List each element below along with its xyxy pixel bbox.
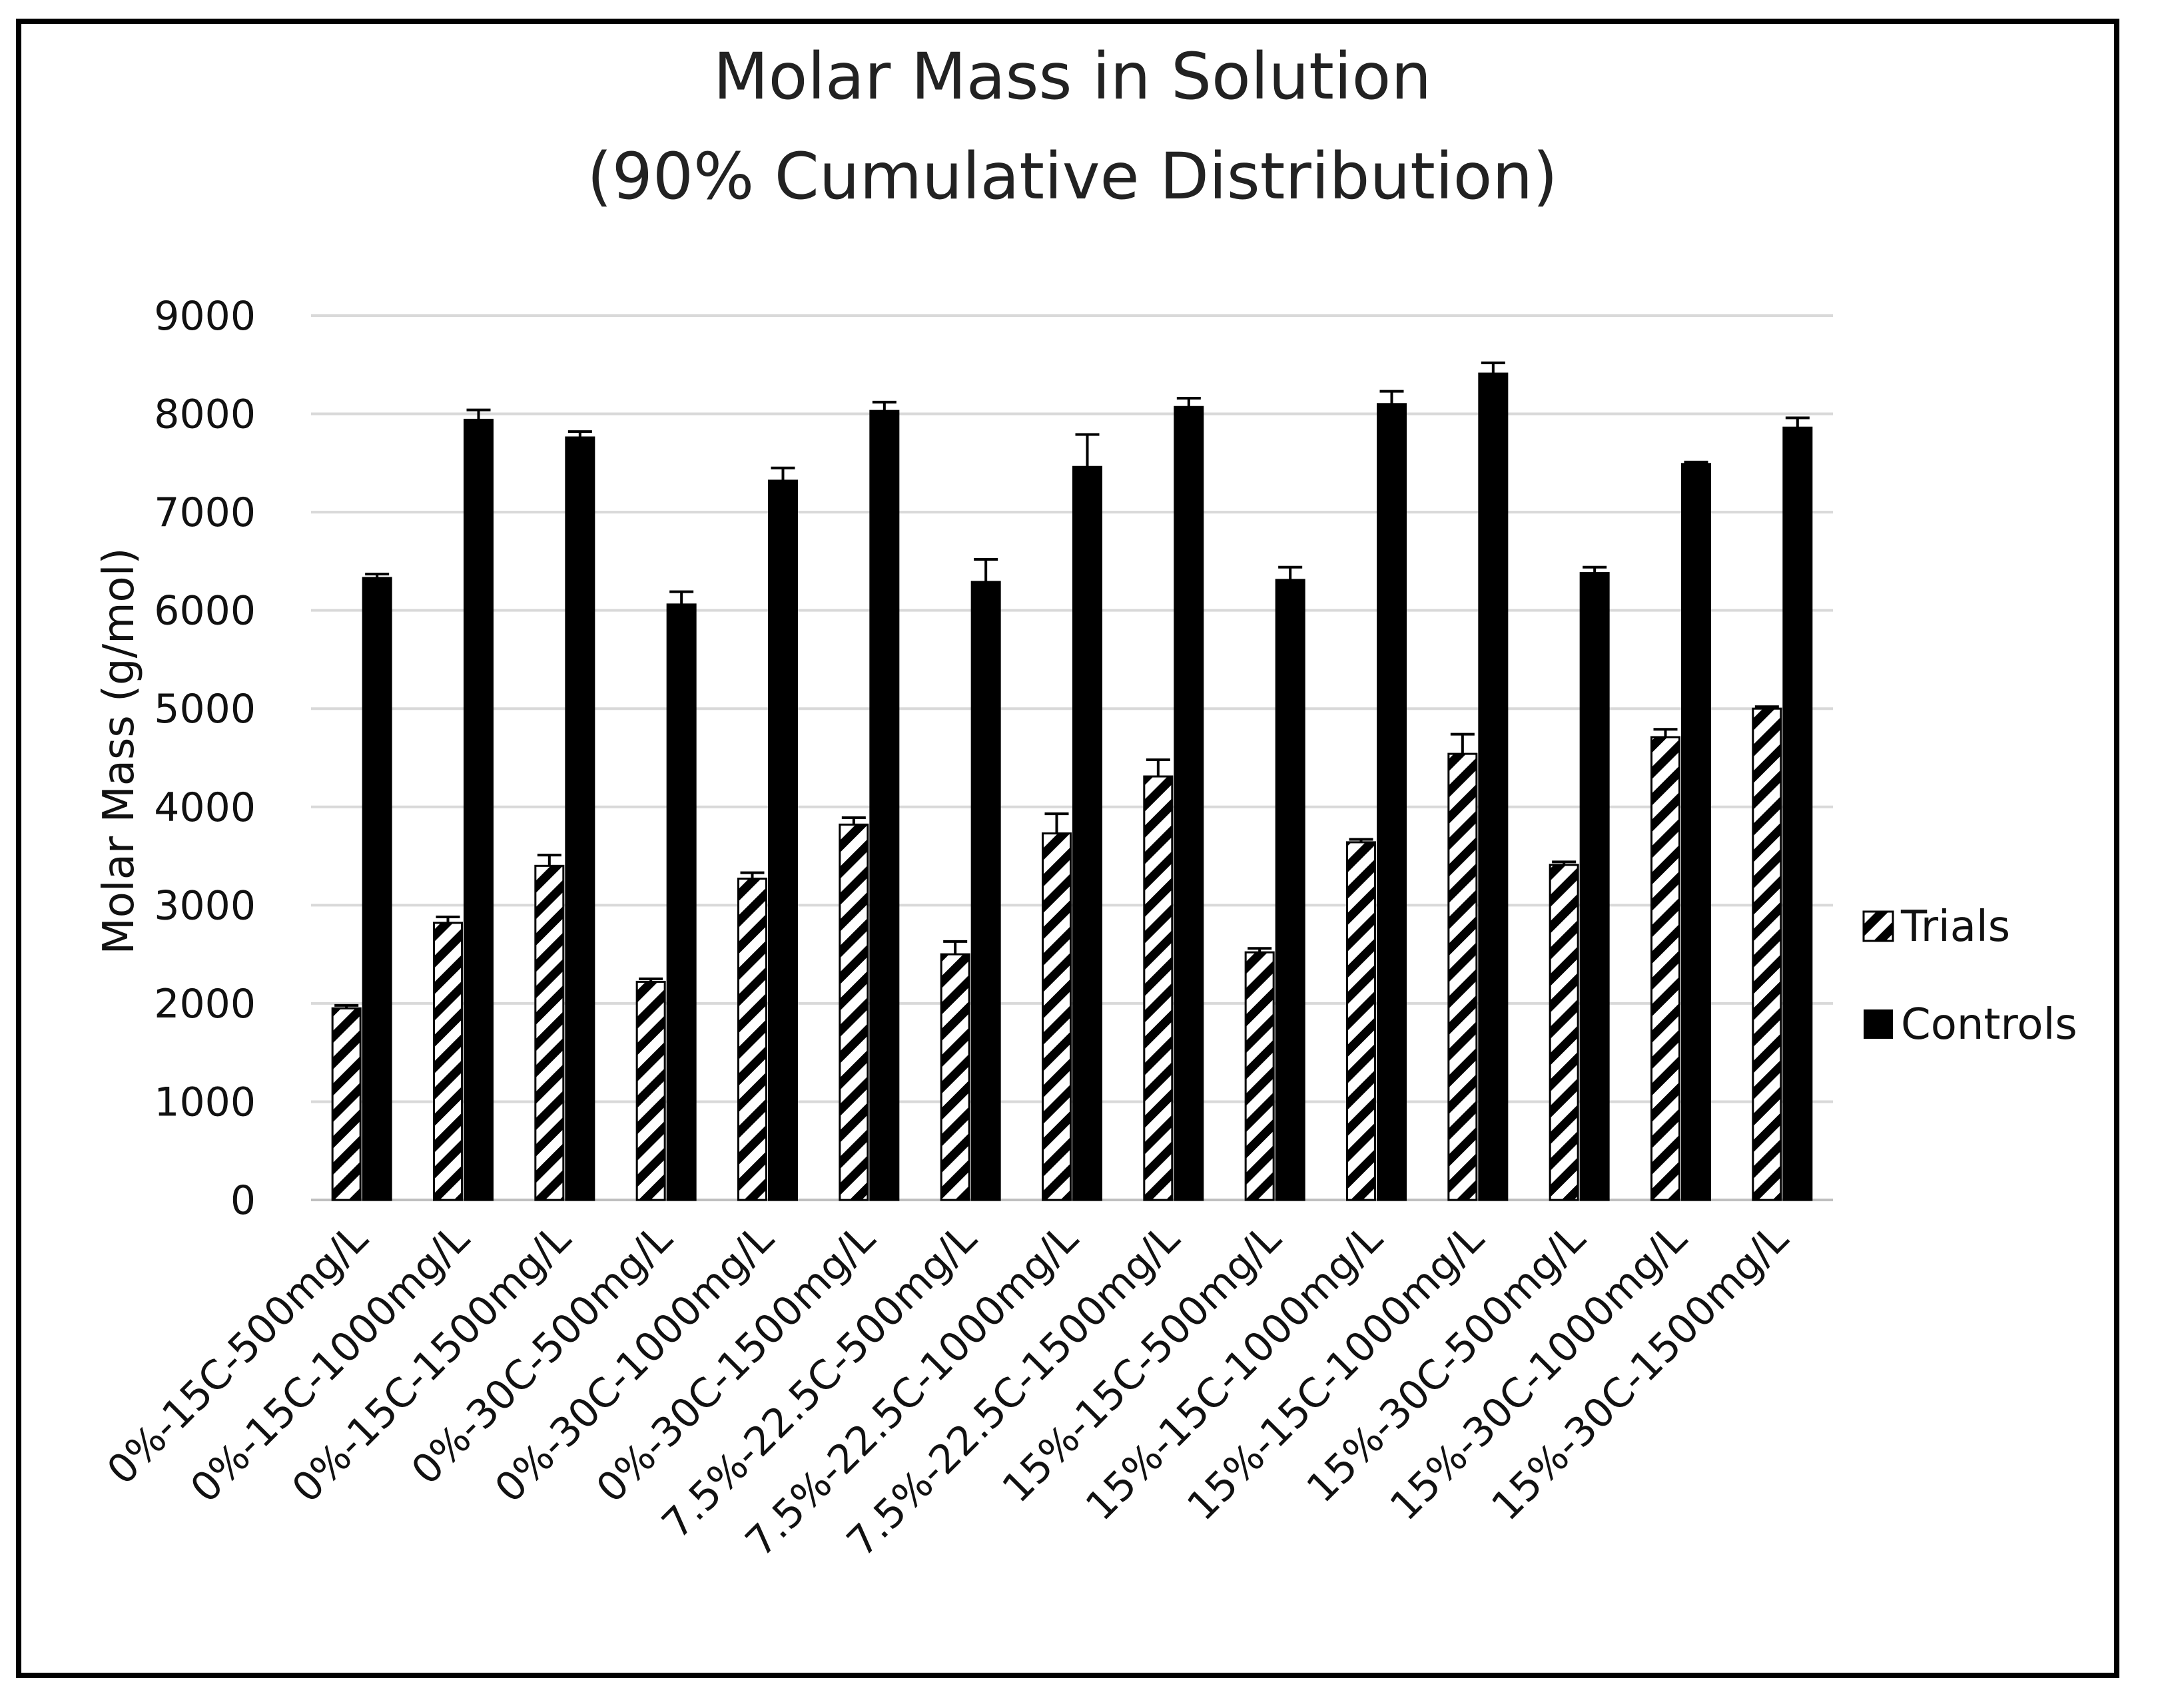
bar-trials bbox=[1346, 841, 1376, 1201]
y-tick-label: 2000 bbox=[154, 981, 256, 1027]
y-tick-label: 7000 bbox=[154, 489, 256, 536]
y-tick-label: 6000 bbox=[154, 588, 256, 635]
legend-label-trials: Trials bbox=[1900, 902, 2010, 952]
bar-controls bbox=[1275, 579, 1305, 1201]
bar-trials bbox=[1244, 951, 1275, 1201]
bar-controls bbox=[1782, 426, 1813, 1201]
legend: Trials Controls bbox=[1862, 902, 2077, 1049]
bar-trials bbox=[737, 877, 767, 1201]
bar-trials bbox=[1143, 775, 1174, 1201]
x-axis-categories: 0%-15C-500mg/L0%-15C-1000mg/L0%-15C-1500… bbox=[99, 1215, 1798, 1566]
legend-label-controls: Controls bbox=[1901, 1000, 2077, 1049]
y-tick-label: 1000 bbox=[154, 1079, 256, 1125]
bar-trials bbox=[635, 980, 666, 1201]
y-tick-label: 3000 bbox=[154, 882, 256, 929]
bar-controls bbox=[1579, 572, 1610, 1201]
y-tick-label: 4000 bbox=[154, 784, 256, 831]
bar-trials bbox=[433, 922, 463, 1201]
bar-trials bbox=[839, 823, 869, 1201]
bar-controls bbox=[565, 436, 595, 1201]
bar-controls bbox=[970, 581, 1001, 1201]
bar-trials bbox=[1650, 736, 1680, 1201]
bar-trials bbox=[1549, 864, 1579, 1201]
bars bbox=[331, 372, 1813, 1201]
y-tick-label: 0 bbox=[230, 1177, 256, 1224]
bar-controls bbox=[362, 577, 392, 1201]
bar-controls bbox=[1072, 465, 1102, 1201]
chart-subtitle: (90% Cumulative Distribution) bbox=[587, 139, 1557, 214]
bar-controls bbox=[1377, 403, 1407, 1201]
chart-title: Molar Mass in Solution bbox=[713, 39, 1431, 114]
bar-controls bbox=[666, 603, 697, 1201]
y-tick-label: 9000 bbox=[154, 293, 256, 340]
bar-trials bbox=[1042, 832, 1072, 1201]
bar-trials bbox=[1447, 752, 1478, 1201]
bar-controls bbox=[869, 410, 900, 1201]
bar-trials bbox=[1752, 707, 1782, 1201]
legend-swatch-controls bbox=[1864, 1009, 1893, 1039]
bar-controls bbox=[768, 479, 798, 1201]
error-bars bbox=[334, 361, 1810, 1009]
y-tick-label: 5000 bbox=[154, 686, 256, 732]
y-axis-label: Molar Mass (g/mol) bbox=[95, 548, 144, 955]
bar-controls bbox=[1174, 406, 1204, 1201]
gridlines bbox=[311, 314, 1833, 1201]
bar-trials bbox=[534, 864, 565, 1201]
chart-frame: Molar Mass in Solution (90% Cumulative D… bbox=[16, 19, 2119, 1678]
bar-trials bbox=[331, 1007, 362, 1201]
bar-controls bbox=[1681, 463, 1711, 1201]
y-tick-label: 8000 bbox=[154, 392, 256, 438]
bar-controls bbox=[464, 418, 494, 1201]
legend-swatch-trials bbox=[1862, 910, 1894, 942]
bar-trials bbox=[940, 953, 970, 1201]
y-axis-ticks: 0 1000 2000 3000 4000 5000 6000 7000 8000 9000 bbox=[154, 293, 256, 1224]
chart-svg: Molar Mass in Solution (90% Cumulative D… bbox=[95, 39, 2077, 1566]
bar-controls bbox=[1478, 372, 1509, 1201]
